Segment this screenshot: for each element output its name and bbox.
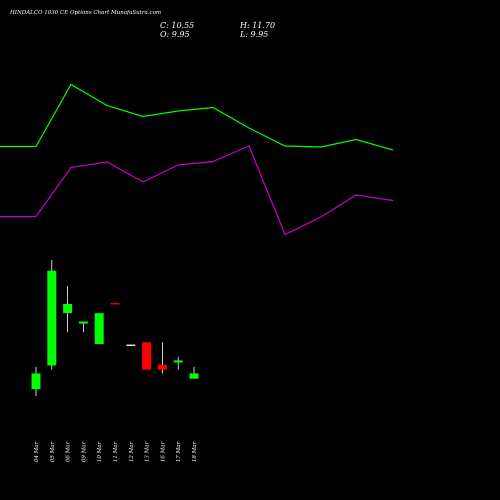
candle-body: [63, 303, 73, 314]
candle-body: [47, 270, 57, 366]
x-tick-label: 06 Mar: [66, 441, 72, 462]
x-tick-label: 04 Mar: [34, 441, 40, 462]
candle-body: [173, 360, 183, 363]
x-tick-label: 12 Mar: [129, 441, 135, 462]
x-axis-labels: 04 Mar 05 Mar 06 Mar 09 Mar 10 Mar 11 Mar 12 M…: [34, 441, 198, 462]
close-value: C: 10.55: [160, 21, 195, 30]
chart-title: HINDALCO 1030 CE Options Chart MunafaSut…: [10, 10, 162, 16]
x-tick-label: 18 Mar: [192, 441, 198, 462]
line-panel: [0, 83, 394, 236]
x-tick-label: 10 Mar: [97, 441, 103, 462]
x-tick-label: 11 Mar: [113, 441, 119, 462]
candle-body: [94, 313, 104, 345]
candle-body: [126, 344, 136, 346]
x-tick-label: 09 Mar: [81, 441, 87, 462]
candle-panel: [31, 260, 199, 396]
candle-body: [110, 303, 120, 305]
x-tick-label: 16 Mar: [160, 441, 166, 462]
line-series-1: [0, 145, 394, 236]
candle-body: [157, 364, 167, 370]
candle-body: [189, 373, 199, 379]
candle-body: [78, 321, 88, 324]
low-value: L: 9.95: [240, 30, 269, 39]
x-tick-label: 17 Mar: [176, 441, 182, 462]
high-value: H: 11.70: [240, 21, 276, 30]
x-tick-label: 13 Mar: [145, 441, 151, 462]
candle-body: [31, 373, 41, 390]
open-value: O: 9.95: [160, 30, 190, 39]
x-tick-label: 05 Mar: [50, 441, 56, 462]
line-series-0: [0, 83, 394, 151]
candle-body: [142, 342, 152, 370]
